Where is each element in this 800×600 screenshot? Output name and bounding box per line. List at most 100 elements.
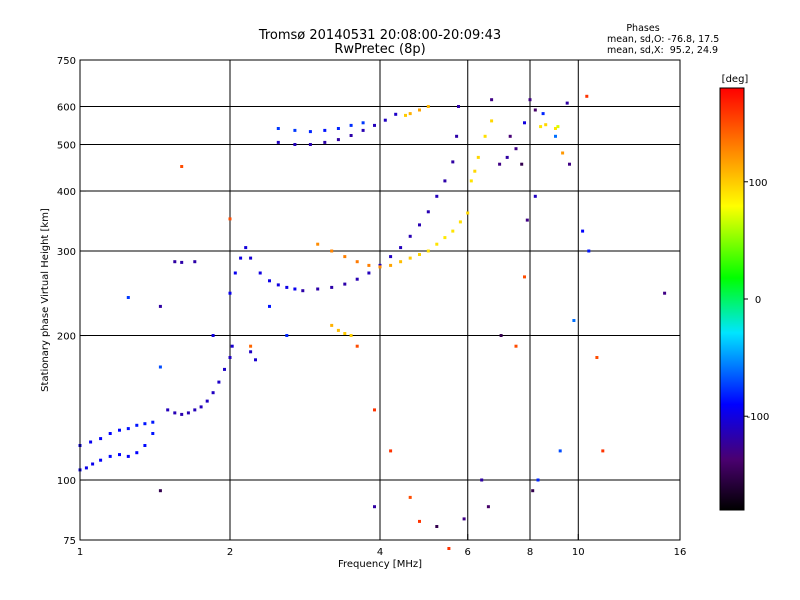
data-point bbox=[308, 130, 312, 134]
data-point bbox=[556, 125, 560, 129]
data-point bbox=[268, 304, 271, 308]
stats-heading: Phases bbox=[626, 23, 659, 34]
data-point bbox=[316, 287, 320, 291]
data-point bbox=[285, 334, 289, 337]
data-point bbox=[126, 454, 130, 458]
data-point bbox=[435, 242, 439, 246]
chart-title: Tromsø 20140531 20:08:00-20:09:43 bbox=[258, 28, 501, 43]
data-point bbox=[118, 428, 121, 432]
data-point bbox=[581, 229, 585, 233]
data-point bbox=[490, 119, 494, 123]
data-point bbox=[525, 218, 529, 222]
data-point bbox=[447, 547, 451, 550]
data-point bbox=[126, 427, 130, 431]
colorbar bbox=[719, 87, 745, 511]
data-point bbox=[383, 118, 387, 122]
data-point bbox=[399, 246, 403, 250]
data-point bbox=[554, 127, 557, 130]
data-point bbox=[458, 220, 462, 224]
data-point bbox=[143, 422, 147, 426]
data-point bbox=[217, 380, 221, 384]
data-point bbox=[486, 505, 490, 509]
data-point bbox=[378, 265, 382, 269]
axis-ticks: 1 2 4 6 8 10 16 75 100 200 300 400 500 600 750 bbox=[57, 56, 686, 558]
data-point bbox=[180, 165, 184, 168]
data-point bbox=[230, 344, 234, 348]
data-point bbox=[426, 105, 430, 108]
data-point bbox=[435, 194, 439, 198]
data-point bbox=[180, 412, 184, 416]
data-point bbox=[361, 121, 365, 125]
chart-subtitle: RwPretec (8p) bbox=[334, 42, 425, 57]
data-point bbox=[330, 249, 334, 253]
data-point bbox=[394, 112, 398, 116]
data-point bbox=[268, 279, 271, 283]
data-point bbox=[455, 134, 459, 138]
data-point bbox=[541, 112, 545, 116]
data-point bbox=[99, 458, 103, 462]
grid-lines bbox=[80, 60, 680, 540]
x-tick-label: 16 bbox=[674, 547, 687, 558]
data-point bbox=[293, 143, 297, 146]
data-point bbox=[211, 334, 215, 337]
data-point bbox=[373, 408, 376, 412]
data-point bbox=[480, 478, 484, 482]
y-tick-label: 100 bbox=[57, 476, 76, 487]
data-point bbox=[558, 449, 562, 453]
data-point bbox=[473, 169, 477, 173]
data-point bbox=[193, 260, 197, 264]
data-point bbox=[301, 289, 305, 293]
data-point bbox=[330, 323, 334, 327]
y-tick-label: 75 bbox=[63, 536, 76, 547]
data-point bbox=[443, 179, 447, 183]
data-point bbox=[91, 462, 95, 466]
data-point bbox=[498, 162, 502, 166]
data-point bbox=[84, 466, 88, 470]
data-point bbox=[426, 249, 430, 253]
data-point bbox=[408, 112, 412, 116]
data-point bbox=[276, 283, 280, 287]
data-point bbox=[223, 367, 226, 371]
data-point bbox=[199, 405, 203, 409]
data-point bbox=[399, 260, 403, 264]
x-axis-label: Frequency [MHz] bbox=[338, 559, 422, 570]
data-point bbox=[508, 134, 512, 138]
data-point bbox=[418, 253, 421, 256]
colorbar-tick-label: 100 bbox=[748, 178, 767, 189]
data-point bbox=[343, 332, 347, 335]
data-point bbox=[483, 134, 487, 138]
data-point bbox=[118, 453, 121, 457]
data-point bbox=[539, 125, 543, 129]
data-point bbox=[316, 242, 320, 246]
data-point bbox=[572, 319, 576, 322]
data-point bbox=[514, 147, 518, 151]
data-point bbox=[211, 391, 215, 395]
data-point bbox=[408, 234, 412, 238]
data-point bbox=[173, 411, 177, 415]
data-point bbox=[126, 296, 130, 299]
data-point bbox=[469, 179, 473, 183]
data-point bbox=[173, 260, 177, 264]
data-point bbox=[367, 263, 371, 267]
data-point bbox=[505, 155, 509, 159]
data-point bbox=[418, 223, 421, 227]
data-point bbox=[528, 98, 532, 102]
data-point bbox=[426, 210, 430, 214]
data-point bbox=[249, 350, 253, 354]
data-point bbox=[158, 489, 162, 493]
data-point bbox=[451, 229, 455, 233]
data-point bbox=[554, 134, 557, 138]
data-point bbox=[404, 113, 407, 117]
data-point bbox=[166, 408, 170, 412]
data-point bbox=[239, 256, 243, 260]
data-point bbox=[435, 525, 439, 528]
data-point bbox=[355, 260, 359, 264]
data-point bbox=[233, 271, 237, 275]
data-point bbox=[457, 105, 460, 108]
data-point bbox=[249, 344, 253, 348]
data-point bbox=[418, 108, 421, 112]
data-point bbox=[601, 449, 605, 453]
data-point bbox=[323, 140, 327, 144]
data-point bbox=[544, 123, 548, 127]
data-point bbox=[293, 128, 297, 132]
